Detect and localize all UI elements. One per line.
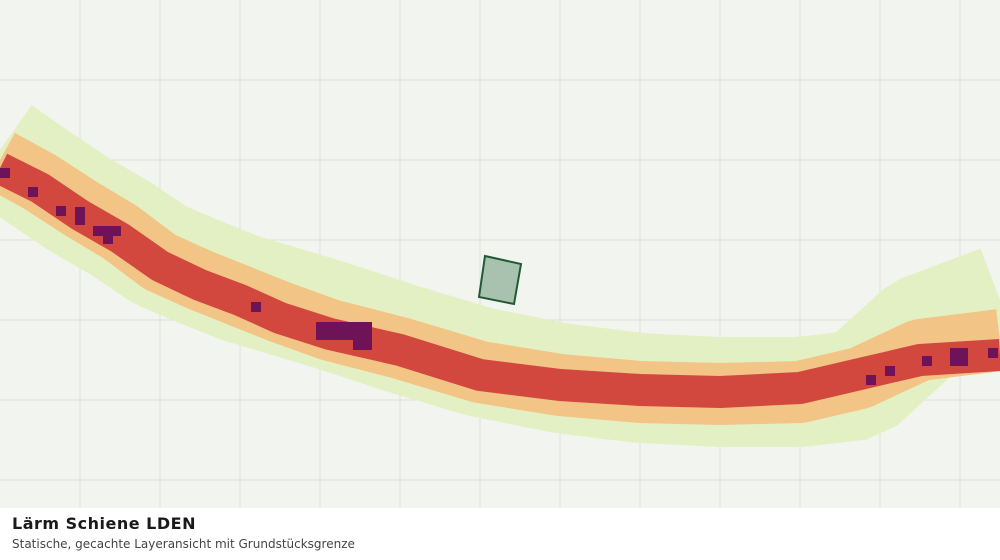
map-subtitle: Statische, gecachte Layeransicht mit Gru…: [12, 537, 355, 551]
parcel-boundary: [477, 254, 523, 306]
map-title: Lärm Schiene LDEN: [12, 514, 196, 533]
caption: Lärm Schiene LDEN Statische, gecachte La…: [0, 508, 1000, 560]
map: [0, 0, 1000, 508]
noise-hotspots: [0, 168, 998, 385]
